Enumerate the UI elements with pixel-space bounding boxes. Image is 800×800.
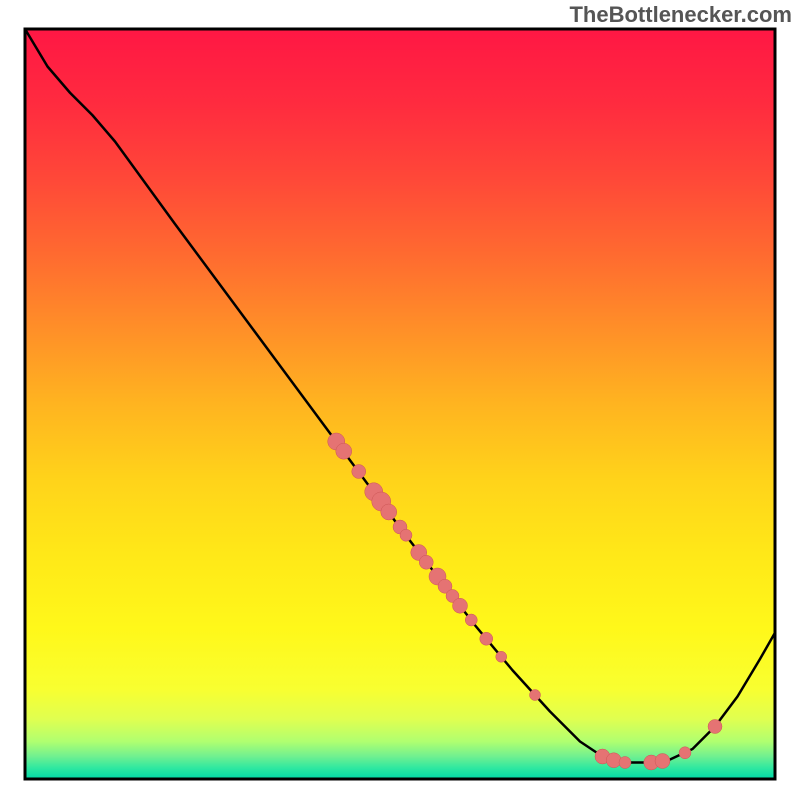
data-marker [679,747,691,759]
watermark-text: TheBottlenecker.com [569,2,792,28]
data-marker [619,757,631,769]
data-marker [465,614,477,626]
chart-container: TheBottlenecker.com [0,0,800,800]
plot-background [25,29,775,779]
data-marker [480,632,493,645]
data-marker [419,555,433,569]
bottleneck-chart [0,0,800,800]
data-marker [708,720,722,734]
data-marker [400,529,412,541]
data-marker [530,690,541,701]
data-marker [655,754,670,769]
data-marker [352,465,366,479]
data-marker [606,753,621,768]
data-marker [336,443,352,459]
data-marker [496,651,507,662]
data-marker [381,504,397,520]
data-marker [453,598,468,613]
